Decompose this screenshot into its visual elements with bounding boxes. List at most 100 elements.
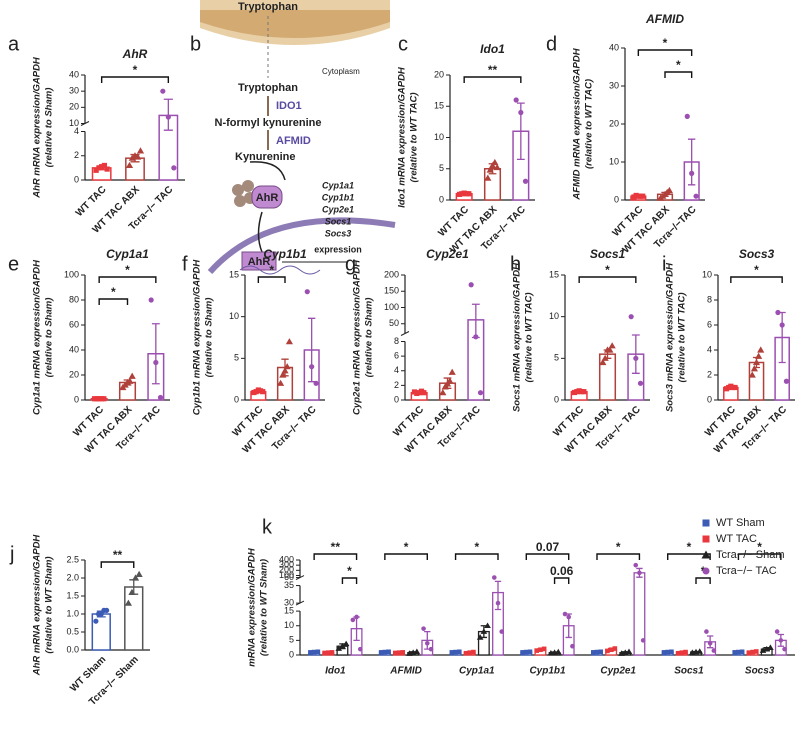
- data-point: [746, 650, 752, 655]
- data-point: [449, 650, 455, 655]
- data-point: [128, 588, 136, 595]
- y-axis-label: (relative to WT TAC): [584, 79, 595, 169]
- data-point: [608, 647, 614, 653]
- y-tick-label: 400: [279, 554, 294, 564]
- panel-letter: g: [345, 253, 356, 275]
- data-point: [633, 562, 639, 568]
- y-tick-label: 300: [279, 560, 294, 570]
- data-point: [612, 646, 618, 651]
- data-point: [456, 649, 462, 655]
- y-tick-label: 30: [609, 80, 619, 90]
- significance-bracket: [384, 553, 428, 560]
- significance-bracket: [98, 298, 129, 305]
- y-axis-label: Cyp2e1 mRNA expression/GAPDH: [352, 259, 363, 415]
- y-tick-label: 0: [289, 649, 294, 659]
- panel-letter: a: [8, 33, 20, 55]
- significance-label: *: [757, 540, 762, 554]
- legend-label: Tcra−/− TAC: [716, 565, 777, 577]
- data-point: [93, 167, 99, 173]
- data-point: [157, 394, 164, 401]
- data-point: [581, 389, 587, 395]
- significance-bracket: [695, 577, 711, 584]
- significance-bracket: [578, 276, 637, 283]
- y-tick-label: 20: [609, 118, 619, 128]
- y-axis-label: Socs1 mRNA expression/GAPDH: [512, 262, 523, 412]
- y-tick-label: 10: [284, 620, 294, 630]
- label: IDO1: [276, 100, 302, 112]
- data-point: [711, 648, 717, 653]
- y-tick-label: 1.5: [66, 590, 79, 600]
- chart-title: AhR: [122, 47, 148, 61]
- significance-label: *: [605, 263, 610, 277]
- y-tick-label: 5: [554, 353, 559, 363]
- y-tick-label: 40: [609, 42, 619, 52]
- bar: [633, 572, 646, 656]
- panel-letter: f: [182, 253, 188, 275]
- data-point: [689, 170, 695, 176]
- data-point: [518, 109, 524, 116]
- axis-break: [400, 331, 410, 336]
- data-point: [753, 649, 759, 654]
- chart-title: Cyp1b1: [263, 247, 307, 261]
- data-point: [325, 650, 331, 655]
- data-point: [339, 642, 346, 649]
- y-tick-label: 2: [74, 150, 79, 160]
- data-point: [696, 648, 704, 654]
- y-axis-label: (relative to Sham): [364, 298, 375, 378]
- data-point: [750, 365, 758, 372]
- x-tick-label: Socs3: [745, 666, 775, 677]
- pathway-diagram: b Tryptophan Cytoplasm Tryptophan IDO1 N…: [190, 0, 396, 275]
- y-tick-label: 15: [434, 101, 444, 111]
- significance-bracket: [737, 553, 782, 560]
- y-axis-label: (relative to WT TAC): [524, 292, 535, 382]
- data-point: [125, 161, 134, 169]
- nuclear-envelope: [207, 217, 396, 275]
- chart-title: AFMID: [645, 12, 684, 26]
- y-tick-label: 35: [284, 580, 294, 590]
- data-point: [486, 166, 494, 173]
- label: N-formyl kynurenine: [215, 117, 322, 129]
- data-point: [285, 338, 293, 345]
- y-axis-label: (relative to Sham): [44, 88, 55, 168]
- legend-marker: [702, 519, 710, 527]
- significance-label: *: [404, 540, 409, 554]
- x-tick-label: Cyp2e1: [600, 666, 636, 677]
- y-tick-label: 5: [439, 163, 444, 173]
- label: AhR: [256, 192, 279, 204]
- data-point: [98, 611, 104, 617]
- y-tick-label: 8: [394, 336, 399, 346]
- data-point: [755, 352, 763, 359]
- x-tick-label: Cyp1a1: [459, 666, 495, 677]
- significance-label: *: [347, 564, 352, 578]
- y-tick-label: 20: [69, 102, 79, 112]
- data-point: [665, 186, 673, 194]
- y-axis-label: Ido1 mRNA expression/GAPDH: [397, 66, 408, 208]
- data-point: [413, 648, 421, 655]
- error-bar: [151, 323, 160, 385]
- y-tick-label: 10: [609, 156, 619, 166]
- y-tick-label: 10: [229, 311, 239, 321]
- y-tick-label: 0.0: [66, 644, 79, 654]
- x-tick-label: Socs1: [674, 666, 704, 677]
- data-point: [335, 645, 343, 651]
- data-point: [590, 650, 596, 655]
- y-axis-label: (relative to Sham): [44, 298, 55, 378]
- data-point: [93, 618, 99, 624]
- y-tick-label: 4: [74, 126, 79, 136]
- y-tick-label: 50: [389, 318, 399, 328]
- significance-bracket: [730, 276, 783, 283]
- data-point: [304, 289, 310, 295]
- y-tick-label: 100: [64, 269, 79, 279]
- significance-label: **: [331, 540, 341, 554]
- y-tick-label: 0: [707, 394, 712, 404]
- y-tick-label: 15: [549, 269, 559, 279]
- data-point: [661, 650, 667, 655]
- significance-bracket: [98, 276, 157, 283]
- y-tick-label: 20: [69, 369, 79, 379]
- data-point: [128, 372, 136, 379]
- ahr-receptor: [251, 185, 283, 209]
- significance-bracket: [454, 553, 499, 560]
- data-point: [669, 649, 674, 655]
- data-point: [752, 358, 761, 366]
- data-point: [633, 355, 639, 361]
